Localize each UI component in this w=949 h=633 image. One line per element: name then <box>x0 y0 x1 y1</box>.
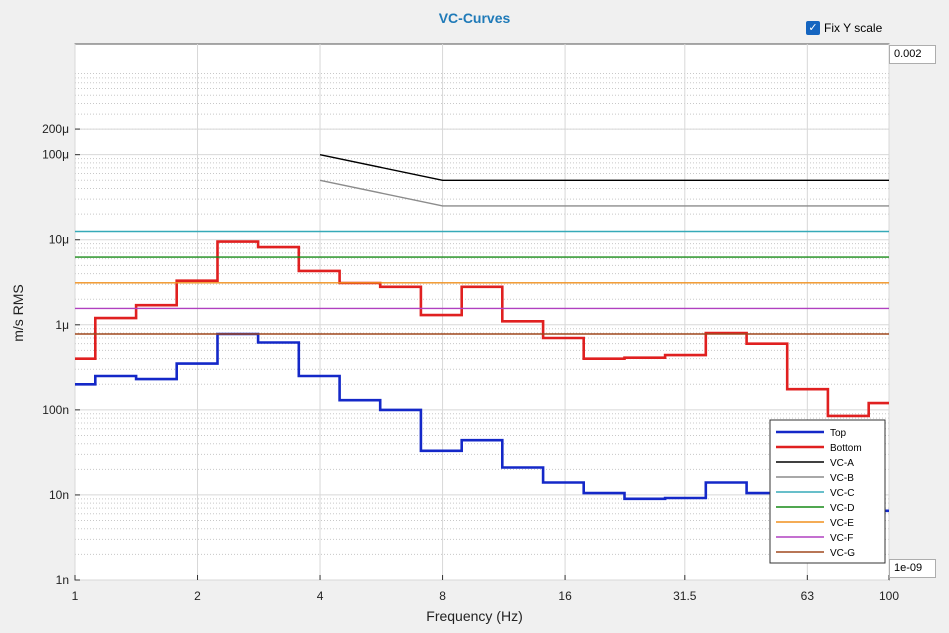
legend-label: VC-D <box>830 503 854 514</box>
legend-label: Bottom <box>830 443 862 454</box>
series-vc-b <box>319 179 889 207</box>
y-tick-label: 100μ <box>42 148 69 162</box>
plot-area <box>74 43 890 581</box>
y-max-input[interactable]: 0.002 <box>889 45 936 64</box>
x-tick-label: 31.5 <box>673 589 697 603</box>
x-tick-label: 63 <box>801 589 815 603</box>
y-tick-label: 10μ <box>49 233 69 247</box>
fix-y-scale-toggle[interactable]: ✓ Fix Y scale <box>806 21 882 35</box>
y-tick-label: 1μ <box>55 318 69 332</box>
x-tick-label: 16 <box>558 589 572 603</box>
series-top <box>75 332 889 513</box>
y-axis-label: m/s RMS <box>10 284 26 342</box>
y-tick-label: 1n <box>56 573 69 587</box>
legend-label: VC-C <box>830 488 854 499</box>
chart-title: VC-Curves <box>438 10 511 26</box>
checkbox-checked-icon[interactable]: ✓ <box>806 21 820 35</box>
x-tick-label: 4 <box>317 589 324 603</box>
legend-label: VC-F <box>830 533 853 544</box>
series-bottom <box>75 240 889 418</box>
legend-label: VC-B <box>830 473 854 484</box>
x-tick-label: 2 <box>194 589 201 603</box>
x-axis-label: Frequency (Hz) <box>426 608 523 624</box>
y-tick-label: 100n <box>42 403 69 417</box>
y-min-input[interactable]: 1e-09 <box>889 559 936 578</box>
legend-label: VC-E <box>830 518 854 529</box>
legend-label: Top <box>830 428 847 439</box>
y-tick-label: 10n <box>49 488 69 502</box>
series-vc-a <box>319 154 889 182</box>
fix-y-scale-label: Fix Y scale <box>824 21 883 35</box>
x-tick-label: 8 <box>439 589 446 603</box>
x-tick-label: 100 <box>879 589 899 603</box>
x-tick-label: 1 <box>72 589 79 603</box>
legend-label: VC-A <box>830 458 854 469</box>
legend-label: VC-G <box>830 548 855 559</box>
y-tick-label: 200μ <box>42 122 69 136</box>
